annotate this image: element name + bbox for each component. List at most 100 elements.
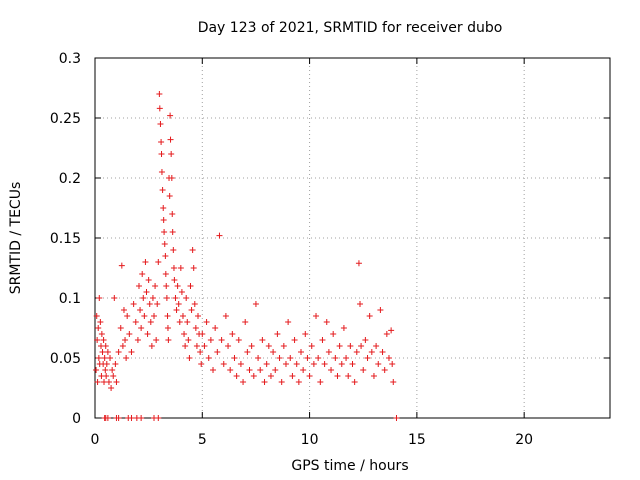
- data-point: [276, 355, 283, 361]
- data-point: [95, 325, 102, 331]
- data-point: [108, 385, 115, 391]
- data-point: [195, 313, 201, 319]
- data-point: [306, 373, 313, 379]
- data-point: [242, 319, 249, 325]
- data-point: [187, 283, 194, 289]
- data-point: [115, 415, 122, 421]
- data-point: [201, 343, 208, 349]
- data-point: [128, 349, 135, 355]
- data-point: [141, 313, 148, 319]
- data-point: [139, 271, 146, 277]
- data-point: [163, 295, 170, 301]
- data-point: [388, 327, 395, 334]
- data-point: [231, 355, 238, 361]
- data-point: [373, 343, 380, 349]
- data-point: [134, 337, 141, 343]
- data-point: [110, 373, 117, 379]
- data-point: [167, 112, 174, 119]
- data-point: [140, 295, 147, 301]
- data-point: [357, 301, 364, 307]
- data-point: [289, 373, 296, 379]
- data-point: [112, 361, 119, 367]
- data-point: [291, 337, 298, 343]
- data-point: [385, 355, 392, 361]
- data-point: [364, 355, 371, 361]
- y-tick-label: 0.05: [50, 351, 81, 367]
- data-point: [158, 169, 165, 175]
- data-point: [222, 313, 229, 319]
- data-point: [169, 229, 176, 235]
- data-point: [193, 343, 200, 349]
- data-point: [157, 121, 164, 127]
- data-point: [334, 373, 341, 379]
- data-point: [272, 367, 279, 373]
- data-series: [93, 91, 400, 421]
- data-point: [355, 260, 362, 267]
- data-point: [142, 259, 149, 265]
- y-tick-label: 0.15: [50, 231, 81, 247]
- data-point: [319, 337, 326, 343]
- data-point: [94, 337, 101, 343]
- data-point: [315, 355, 322, 361]
- data-point: [186, 355, 193, 361]
- data-point: [216, 232, 223, 239]
- y-tick-label: 0: [72, 411, 81, 427]
- data-point: [261, 379, 268, 385]
- data-point: [181, 331, 188, 337]
- data-point: [207, 337, 214, 343]
- data-point: [293, 361, 300, 367]
- data-point: [321, 361, 328, 367]
- data-point: [174, 283, 181, 289]
- data-point: [381, 367, 388, 373]
- data-point: [244, 349, 251, 355]
- data-point: [349, 361, 356, 367]
- data-point: [102, 367, 109, 373]
- data-point: [390, 379, 397, 385]
- data-point: [302, 331, 309, 337]
- x-tick-label: 20: [515, 432, 533, 448]
- data-point: [368, 349, 375, 355]
- data-point: [120, 307, 127, 313]
- data-point: [375, 361, 382, 367]
- data-point: [124, 313, 131, 319]
- data-point: [310, 361, 317, 367]
- data-point: [109, 367, 116, 373]
- data-point: [377, 307, 384, 313]
- data-point: [295, 379, 302, 385]
- y-tick-label: 0.1: [59, 291, 81, 307]
- data-point: [130, 301, 137, 307]
- data-point: [317, 379, 324, 385]
- data-point: [379, 349, 386, 355]
- data-point: [176, 319, 183, 325]
- data-point: [183, 295, 190, 301]
- data-point: [164, 313, 171, 319]
- data-point: [212, 325, 219, 331]
- data-point: [360, 367, 367, 373]
- data-point: [298, 349, 304, 355]
- data-point: [155, 259, 162, 265]
- data-point: [278, 379, 285, 385]
- data-point: [162, 271, 169, 277]
- data-point: [117, 325, 124, 331]
- data-point: [235, 337, 242, 343]
- data-point: [99, 349, 106, 355]
- data-point: [102, 343, 109, 349]
- data-point: [162, 253, 169, 259]
- data-point: [169, 211, 176, 217]
- data-point: [97, 319, 104, 325]
- data-point: [156, 105, 163, 112]
- data-point: [101, 355, 108, 361]
- data-point: [107, 355, 114, 361]
- data-point: [353, 349, 360, 355]
- data-point: [164, 325, 171, 331]
- data-point: [338, 361, 345, 367]
- data-point: [168, 151, 175, 157]
- data-point: [161, 241, 168, 247]
- data-point: [93, 367, 100, 373]
- data-point: [332, 355, 339, 361]
- axis-ticks: 0 5 10 15 20 0 0.05 0.1 0.15 0.2 0.25 0.3: [50, 51, 610, 448]
- data-point: [145, 277, 152, 283]
- data-point: [351, 379, 358, 385]
- data-point: [248, 343, 255, 349]
